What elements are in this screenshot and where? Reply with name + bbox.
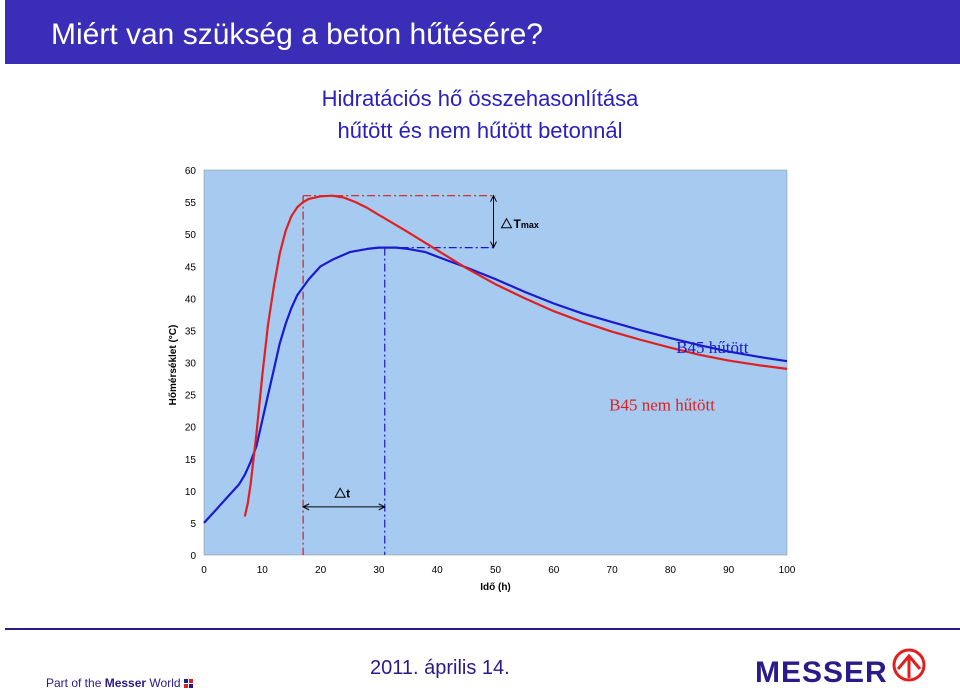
y-tick-label: 50 [185, 230, 197, 241]
logo-text: MESSER [755, 656, 888, 689]
x-tick-label: 20 [315, 565, 327, 576]
x-axis-label: Idő (h) [480, 582, 511, 593]
y-tick-label: 0 [190, 551, 196, 562]
chart-title-line-2: hűtött és nem hűtött betonnál [337, 118, 623, 143]
x-tick-label: 90 [723, 565, 735, 576]
x-tick-label: 30 [373, 565, 385, 576]
y-tick-label: 30 [185, 359, 197, 370]
y-tick-label: 25 [185, 391, 197, 402]
labels-layer: Idő (h) Hőmérséklet (°C) Tmax t B45 hűtött B4… [168, 217, 749, 593]
y-tick-label: 20 [185, 423, 197, 434]
page-title: Miért van szükség a beton hűtésére? [51, 18, 543, 51]
footer-tagline: Part of the Messer World [46, 676, 194, 690]
series-line-2 [243, 194, 788, 517]
y-tick-label: 60 [185, 166, 197, 177]
y-tick-label: 15 [185, 455, 197, 466]
x-tick-label: 0 [201, 565, 207, 576]
tagline-suffix: World [146, 676, 181, 690]
delta-t-label: t [346, 486, 350, 500]
footer-divider [5, 628, 960, 630]
messer-logo: MESSER [755, 648, 926, 688]
x-tick-label: 10 [257, 565, 269, 576]
y-axis-ticks: 0 5 10 15 20 25 30 35 40 45 50 55 60 [185, 166, 197, 562]
x-tick-label: 70 [607, 565, 619, 576]
arrow-head-down [490, 241, 497, 249]
arrow-head-left [301, 503, 310, 511]
x-tick-label: 100 [779, 565, 796, 576]
dots-icon [183, 678, 193, 688]
series-layer [203, 194, 788, 524]
chart-title-line-1: Hidratációs hő összehasonlítása [321, 86, 639, 111]
title-bar: Miért van szükség a beton hűtésére? [5, 0, 960, 64]
plot-area [203, 169, 788, 556]
x-tick-label: 80 [665, 565, 677, 576]
footer-date: 2011. április 14. [370, 657, 510, 679]
messer-emblem-icon [892, 648, 926, 682]
chart: 0 5 10 15 20 25 30 35 40 45 50 55 60 0 10 20 30 40 50 60 70… [168, 166, 796, 593]
tagline-prefix: Part of the [46, 676, 105, 690]
y-tick-label: 45 [185, 262, 197, 273]
y-tick-label: 35 [185, 326, 197, 337]
y-tick-label: 40 [185, 294, 197, 305]
arrow-head-up [490, 194, 497, 202]
x-tick-label: 40 [432, 565, 444, 576]
delta-symbol-icon [500, 217, 513, 229]
y-tick-label: 10 [185, 487, 197, 498]
arrow-head-right [378, 503, 386, 511]
y-tick-label: 5 [190, 519, 196, 530]
x-axis-ticks: 0 10 20 30 40 50 60 70 80 90 100 [201, 565, 796, 576]
x-tick-label: 50 [490, 565, 502, 576]
tagline-brand: Messer [104, 676, 147, 690]
delta-tmax-label: Tmax [514, 217, 539, 231]
series-label-nem-hutott: B45 nem hűtött [609, 396, 715, 415]
x-tick-label: 60 [548, 565, 560, 576]
y-tick-label: 55 [185, 198, 197, 209]
y-axis-label: Hőmérséklet (°C) [168, 325, 179, 406]
delta-symbol-icon [334, 487, 347, 498]
series-label-hutott: B45 hűtött [676, 338, 749, 357]
